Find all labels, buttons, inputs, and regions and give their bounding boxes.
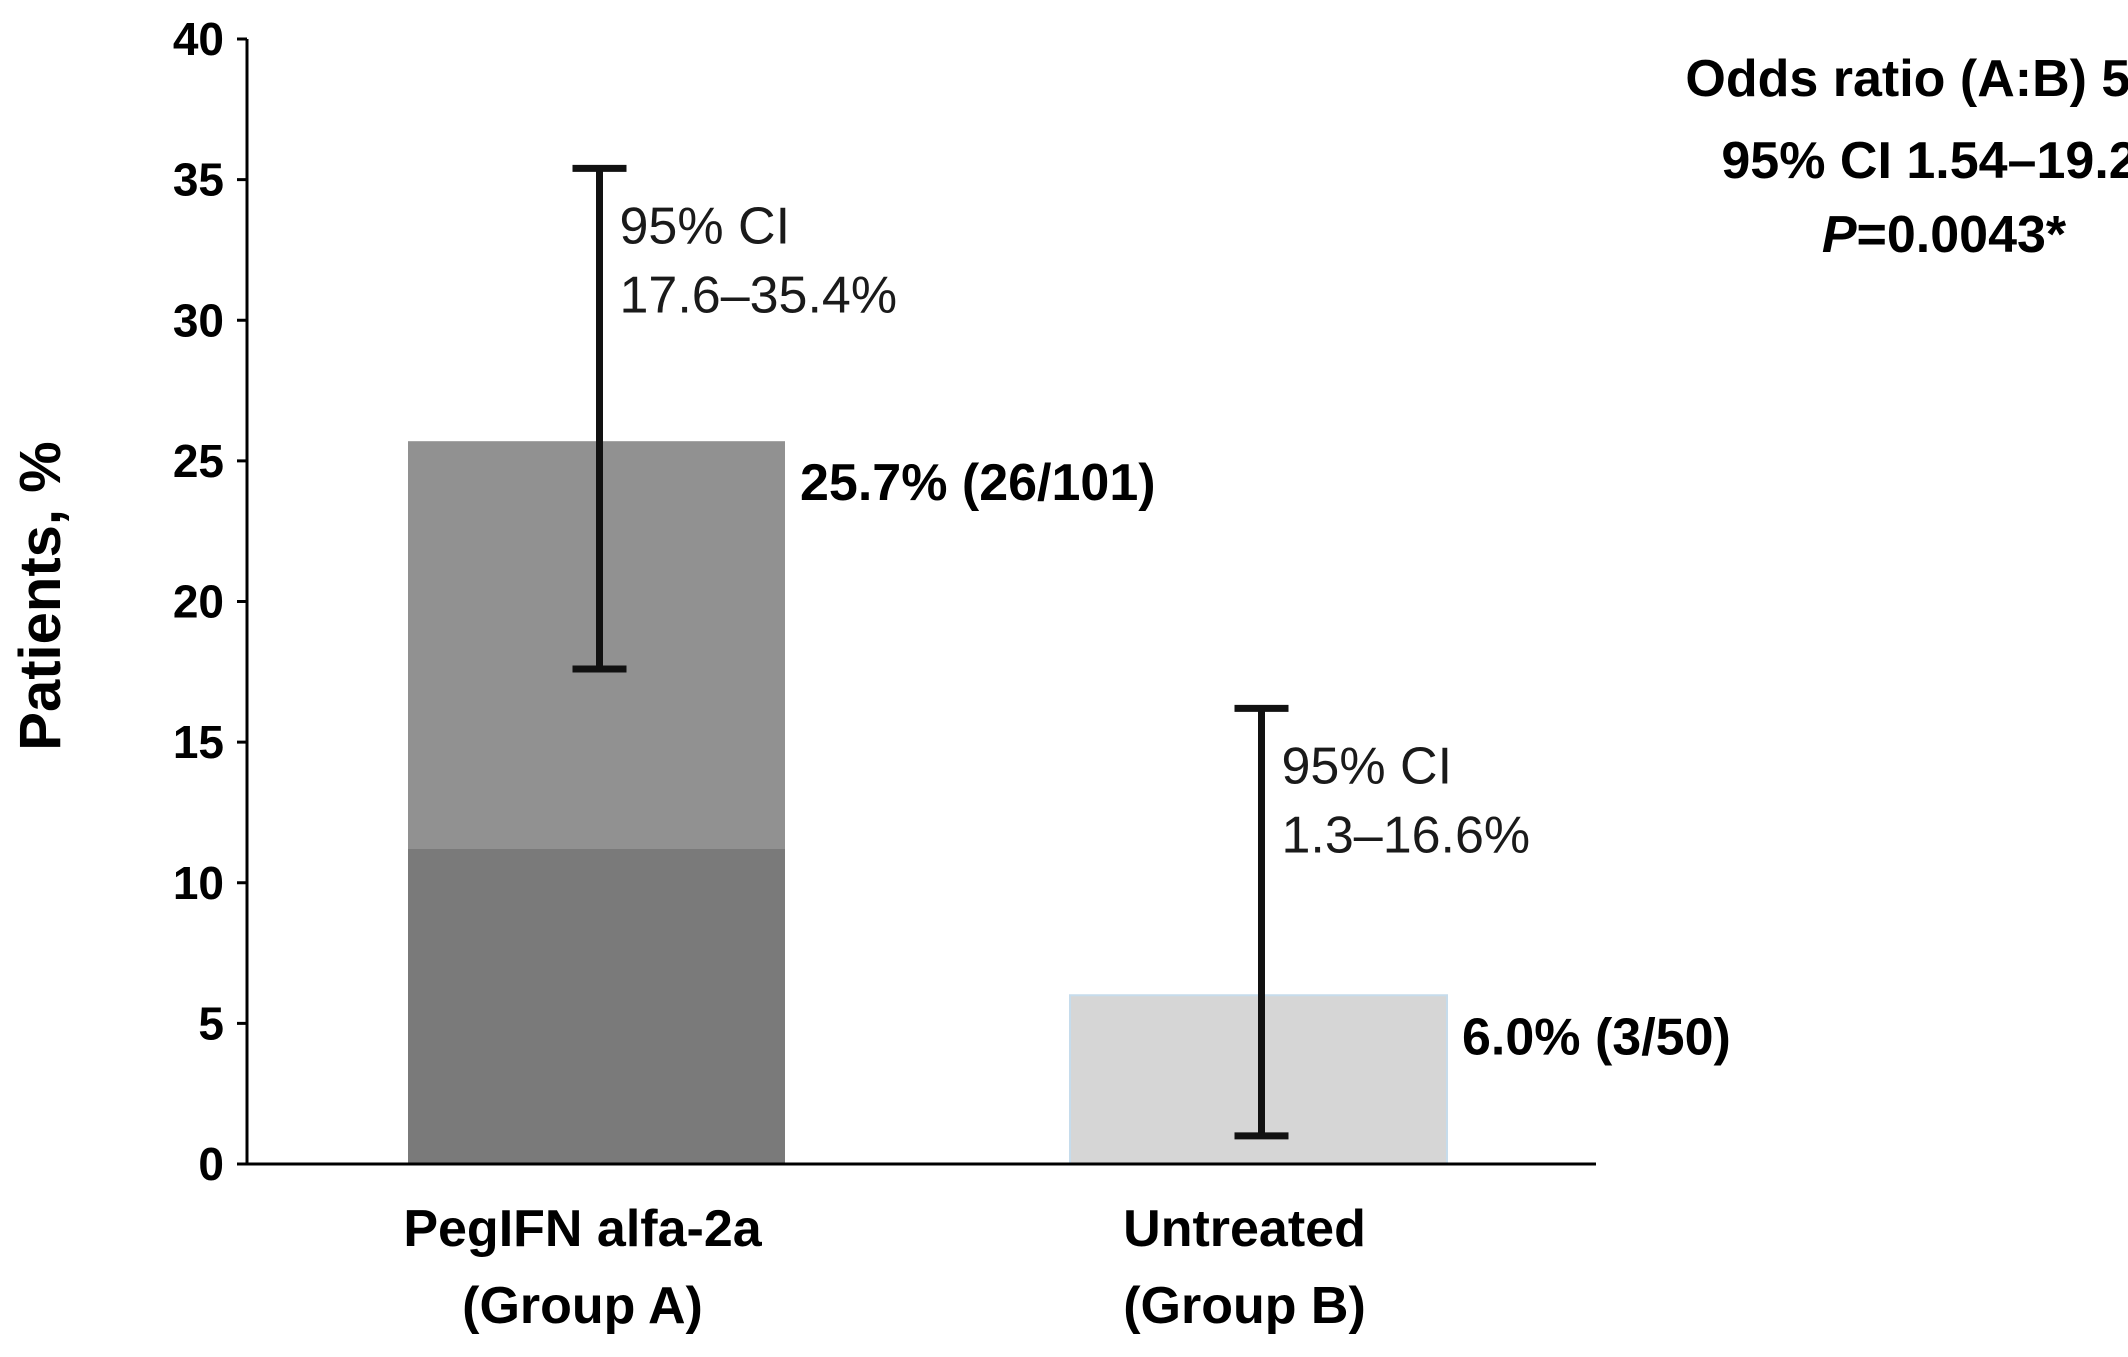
- y-axis-title: Patients, %: [8, 441, 73, 750]
- category-label-line2: (Group A): [462, 1277, 703, 1335]
- y-ticks: 0 5 10 15 20 25 30 35 40: [173, 13, 247, 1190]
- ci-labels: 95% CI 17.6–35.4% 95% CI 1.3–16.6%: [620, 197, 1531, 864]
- ci-label-title: 95% CI: [620, 197, 791, 255]
- plot-area: 0 5 10 15 20 25 30 35 40 25.7% (26/101) 6.0% (3/5…: [173, 13, 1731, 1335]
- p-symbol: P: [1822, 206, 1857, 264]
- p-value: =0.0043*: [1857, 206, 2067, 264]
- ci-label-range: 1.3–16.6%: [1282, 806, 1531, 864]
- y-tick-label: 20: [173, 576, 224, 628]
- category-label-line1: Untreated: [1123, 1200, 1366, 1258]
- p-value-label: P=0.0043*: [1822, 206, 2067, 264]
- y-tick-label: 0: [198, 1138, 224, 1190]
- bar-group-a-lower-segment: [408, 849, 785, 1164]
- y-tick-label: 10: [173, 857, 224, 909]
- y-tick-label: 5: [198, 997, 224, 1049]
- odds-ratio-ci-label: 95% CI 1.54–19.20: [1721, 132, 2128, 190]
- y-tick-label: 35: [173, 154, 224, 206]
- odds-ratio-label: Odds ratio (A:B) 5.43: [1685, 50, 2128, 108]
- bar-value-label: 6.0% (3/50): [1462, 1008, 1731, 1066]
- y-tick-label: 40: [173, 13, 224, 65]
- y-tick-label: 15: [173, 716, 224, 768]
- ci-label-title: 95% CI: [1282, 737, 1453, 795]
- category-label-line1: PegIFN alfa-2a: [403, 1200, 762, 1258]
- error-bars: [572, 164, 1289, 1140]
- bar-value-label: 25.7% (26/101): [800, 454, 1156, 512]
- ci-label-range: 17.6–35.4%: [620, 266, 898, 324]
- category-labels: PegIFN alfa-2a (Group A) Untreated (Group B…: [403, 1200, 1366, 1335]
- y-tick-label: 30: [173, 294, 224, 346]
- y-tick-label: 25: [173, 435, 224, 487]
- value-labels: 25.7% (26/101) 6.0% (3/50): [800, 454, 1731, 1066]
- stats-annotation: Odds ratio (A:B) 5.43 95% CI 1.54–19.20 …: [1685, 50, 2128, 264]
- bars: [408, 441, 1448, 1165]
- category-label-line2: (Group B): [1123, 1277, 1366, 1335]
